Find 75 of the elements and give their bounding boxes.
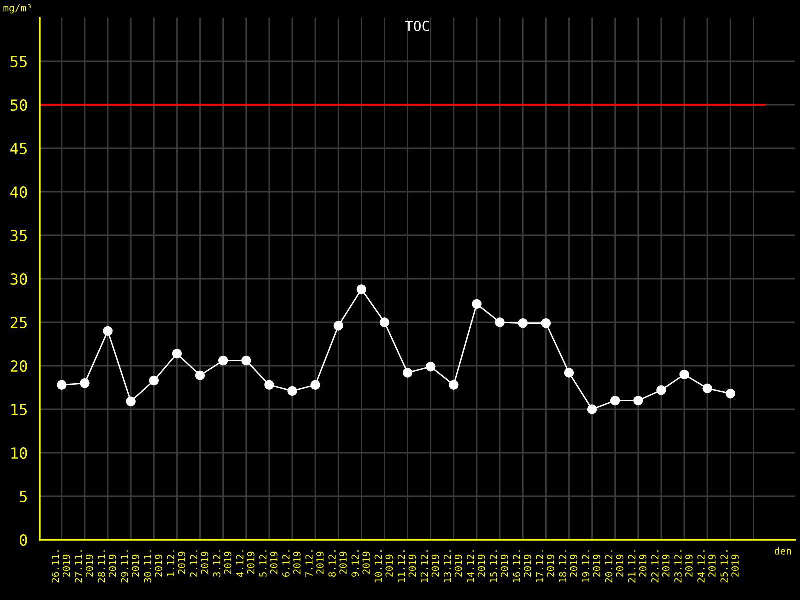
x-tick-label: 5.12. 2019 <box>259 550 278 577</box>
x-tick-label: 24.12. 2019 <box>698 550 716 583</box>
x-tick-label: 14.12. 2019 <box>466 550 486 582</box>
x-tick-label: 15.12. 2019 <box>490 550 508 582</box>
y-tick-label: 30 <box>10 274 28 286</box>
x-tick-label: 19.12. 2019 <box>582 550 601 582</box>
chart-title: TOC <box>405 20 430 32</box>
y-tick-label: 55 <box>10 56 27 68</box>
y-axis-title: mg/m³ <box>4 4 31 14</box>
x-tick-label: 8.12. 2019 <box>328 550 347 577</box>
point <box>518 318 528 328</box>
x-tick-label: 9.12. 2019 <box>352 550 370 577</box>
x-tick-label: 26.11. 2019 <box>52 550 70 583</box>
x-tick-label: 3.12. 2019 <box>213 550 232 577</box>
point <box>218 356 228 366</box>
x-tick-label: 4.12. 2019 <box>236 550 255 578</box>
x-tick-label: 30.11. 2019 <box>144 550 162 583</box>
x-tick-label: 23.12. 2019 <box>674 550 693 583</box>
point <box>242 356 252 366</box>
point <box>726 388 736 399</box>
point <box>195 370 206 380</box>
point <box>57 380 67 390</box>
point <box>610 396 620 406</box>
point <box>172 348 182 359</box>
point <box>356 284 367 294</box>
x-tick-label: 10.12. 2019 <box>374 550 394 582</box>
x-tick-label: 13.12. 2019 <box>444 550 462 582</box>
point <box>126 396 136 407</box>
point <box>310 380 320 390</box>
x-tick-label: 17.12. 2019 <box>536 550 554 582</box>
point <box>334 321 344 331</box>
y-tick-label: 45 <box>10 143 27 155</box>
x-tick-label: 16.12. 2019 <box>513 550 532 582</box>
x-tick-label: 28.11. 2019 <box>98 550 116 583</box>
x-tick-label: 20.12. 2019 <box>605 550 624 583</box>
point <box>380 318 390 328</box>
point <box>564 368 574 378</box>
x-tick-label: 27.11. 2019 <box>74 550 94 583</box>
x-tick-label: 7.12. 2019 <box>306 550 324 577</box>
y-tick-label: 10 <box>12 448 28 460</box>
point <box>449 380 459 390</box>
point <box>541 318 552 328</box>
x-tick-label: 21.12. 2019 <box>628 550 647 583</box>
y-tick-label: 50 <box>10 100 28 112</box>
point <box>149 376 160 386</box>
x-tick-label: 25.12. 2019 <box>720 550 739 583</box>
point <box>634 396 644 406</box>
x-axis-title: den <box>775 547 792 555</box>
x-tick-label: 11.12. 2019 <box>398 550 416 582</box>
point <box>288 386 298 396</box>
point <box>702 384 712 394</box>
x-tick-label: 12.12. 2019 <box>420 550 440 582</box>
point <box>426 362 436 372</box>
y-tick-label: 25 <box>10 317 27 329</box>
x-tick-label: 6.12. 2019 <box>282 550 301 577</box>
point <box>472 299 482 310</box>
point <box>103 326 113 336</box>
point <box>680 370 690 380</box>
y-tick-label: 0 <box>20 534 28 546</box>
y-tick-label: 15 <box>12 404 27 416</box>
x-tick-label: 2.12. 2019 <box>190 550 209 577</box>
y-tick-label: 40 <box>10 186 28 198</box>
point <box>495 318 505 328</box>
point <box>80 378 90 388</box>
point <box>587 404 598 414</box>
y-tick-label: 35 <box>10 230 27 242</box>
point <box>656 386 666 396</box>
point <box>264 380 274 390</box>
x-tick-label: 22.12. 2019 <box>651 550 670 583</box>
y-tick-label: 20 <box>10 360 28 372</box>
x-tick-label: 18.12. 2019 <box>559 550 578 582</box>
point <box>402 368 413 378</box>
x-tick-label: 1.12. 2019 <box>167 550 186 576</box>
y-tick-label: 5 <box>20 491 27 503</box>
x-tick-label: 29.11. 2019 <box>121 550 140 583</box>
